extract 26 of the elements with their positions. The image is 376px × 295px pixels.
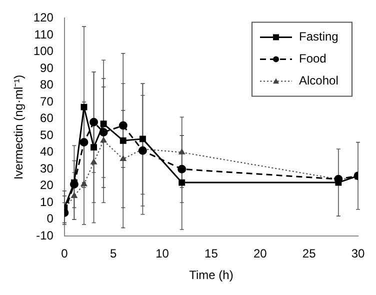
legend-label: Fasting — [299, 30, 338, 44]
y-tick-label: 120 — [33, 10, 54, 25]
y-axis-title: Ivermectin (ng·ml⁻¹) — [12, 74, 26, 180]
y-tick-label: 100 — [33, 44, 54, 58]
x-tick-label: 10 — [156, 246, 170, 261]
y-tick-label: 0 — [46, 212, 54, 226]
legend-label: Food — [299, 52, 326, 66]
y-tick-label: -10 — [36, 228, 54, 243]
y-tick-label: 50 — [40, 128, 54, 142]
y-tick-label: 20 — [40, 178, 54, 192]
y-tick-label: 60 — [40, 111, 54, 126]
y-tick-label: 10 — [40, 194, 54, 209]
x-tick-label: 15 — [204, 246, 218, 261]
y-tick-label: 80 — [40, 78, 54, 92]
y-tick-label: 30 — [40, 161, 54, 176]
y-tick-label: 70 — [40, 94, 54, 108]
y-tick-label: 110 — [34, 27, 54, 42]
x-tick-label: 0 — [61, 246, 68, 261]
x-tick-label: 20 — [253, 246, 268, 261]
x-tick-label: 25 — [302, 246, 316, 261]
y-tick-label: 90 — [40, 60, 54, 75]
legend-label: Alcohol — [299, 74, 338, 88]
y-tick-label: 40 — [40, 144, 54, 159]
x-tick-label: 5 — [110, 246, 118, 261]
x-axis-title: Time (h) — [189, 268, 234, 282]
x-tick-label: 30 — [351, 246, 365, 261]
